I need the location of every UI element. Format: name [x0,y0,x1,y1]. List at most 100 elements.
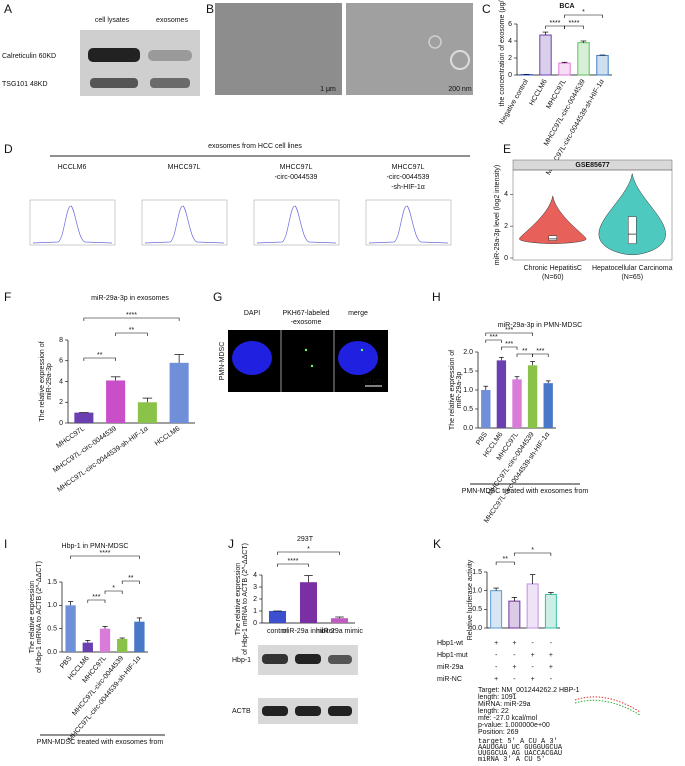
bar [99,628,111,652]
significance-label: * [531,547,534,554]
blot-band [328,655,352,664]
row-label: Hbp1-wt [437,640,463,647]
y-tick-label: 0.0 [47,649,57,656]
plot-title: HCCLM6 [58,164,87,171]
y-axis-label: the concentration of exosome (μg/μl) [499,0,506,106]
significance-bracket [104,590,123,594]
plot-title: -sh-HIF-1α [391,184,425,191]
y-tick-label: 0 [59,420,63,427]
chart-title: GSE85677 [575,162,609,169]
significance-bracket [83,357,116,361]
panel-label: B [206,2,214,16]
y-tick-label: 2.0 [463,349,473,356]
scale-label: 200 nm [448,86,472,93]
channel-label: merge [348,310,368,317]
significance-label: **** [100,550,111,557]
y-tick-label: 0.0 [463,425,473,432]
exosome-dot [360,348,364,352]
y-tick-label: 2 [508,55,512,62]
y-tick-label: 2 [59,399,63,406]
exosome-dot [304,348,308,352]
table-cell: - [531,664,534,671]
box [548,235,557,241]
significance-bracket [564,25,584,29]
significance-bracket [83,317,180,321]
bar [299,582,318,623]
row-label: miR-29a [437,664,464,671]
y-tick-label: 2 [504,223,508,230]
x-tick-label: Hepatocellular Carcinoma [592,265,673,272]
y-tick-label: 4 [59,378,63,385]
significance-label: ** [129,327,135,334]
bar [137,402,157,423]
cell-label: PMN-MDSC [219,342,226,381]
nta-frame [141,199,228,246]
plot-title: MHCC97L [280,164,313,171]
y-axis-label: miR-29a-3p [456,372,463,409]
lane-label: cell lysates [95,17,130,24]
bar [508,600,521,629]
y-tick-label: 0.5 [472,606,482,613]
y-tick-label: 1.0 [472,588,482,595]
channel-label: PKH67-labeled [282,310,329,317]
y-tick-label: 2 [253,596,257,603]
significance-label: ** [522,348,528,355]
y-axis-label: The relative expression [235,563,242,635]
bar [65,605,76,652]
nucleus [232,341,272,375]
significance-bracket [121,580,140,584]
violin [519,195,587,244]
y-tick-label: 6 [508,21,512,28]
nta-frame [365,199,452,246]
blot-band [262,654,288,664]
target-info: MiRNA: miR-29a [478,701,531,708]
bar [169,362,189,423]
table-cell: + [531,652,535,659]
significance-bracket [485,332,533,336]
bar [527,365,538,428]
table-cell: - [550,676,553,683]
table-cell: + [549,652,553,659]
channel-label: -exosome [291,319,322,326]
tem-image [346,3,473,95]
scale-label: 1 μm [320,86,336,93]
blot-band [148,50,192,61]
table-cell: + [531,676,535,683]
bar [543,383,553,428]
target-info: Target: NM_001244262.2 HBP-1 [478,687,580,694]
panel-label: A [4,2,12,16]
y-axis-label: The relative expression of [39,341,46,421]
table-cell: - [495,664,498,671]
panel-label: J [228,537,234,551]
bar [577,42,590,76]
blot-band [262,706,288,716]
table-cell: + [512,640,516,647]
y-tick-label: 8 [59,337,63,344]
y-tick-label: 4 [508,38,512,45]
significance-label: * [112,585,115,592]
significance-label: *** [490,334,498,341]
y-axis-label: miR-29a-3p [46,363,53,400]
x-tick-note: (N=65) [621,274,643,281]
significance-label: * [307,546,310,553]
nta-curve [368,205,449,244]
lane-label: exosomes [156,17,188,24]
target-info: mfe: -27.0 kcal/mol [478,715,538,722]
panel-label: D [4,142,13,156]
footer: PMN-MDSC treated with exosomes from [37,739,164,746]
x-tick-note: (N=60) [542,274,564,281]
nucleus [338,341,378,375]
bar [558,62,571,76]
y-tick-label: 0 [253,620,257,627]
hybrid-sketch [574,699,641,716]
bar [496,360,507,428]
target-info: length: 22 [478,708,509,715]
table-cell: - [531,640,534,647]
nta-frame [29,199,116,246]
significance-label: *** [505,327,513,334]
bar [106,380,126,423]
significance-bracket [87,599,106,603]
table-cell: + [512,664,516,671]
bar [539,34,552,76]
